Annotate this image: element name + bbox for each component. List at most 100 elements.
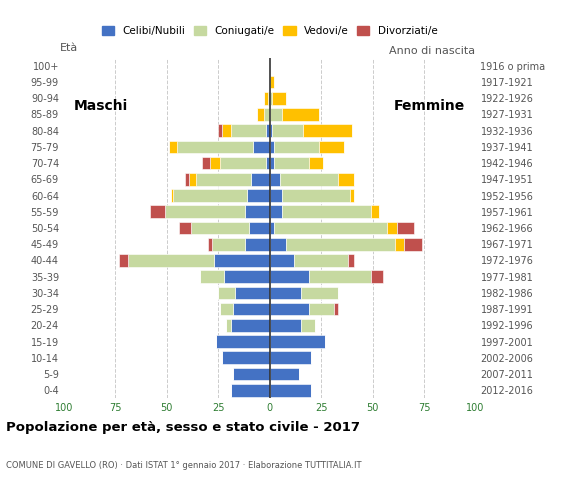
Bar [303, 124, 352, 137]
Bar [300, 319, 315, 332]
Bar [270, 141, 274, 153]
Bar [195, 173, 251, 186]
Bar [245, 205, 270, 218]
Bar [270, 189, 282, 202]
Text: Popolazione per età, sesso e stato civile - 2017: Popolazione per età, sesso e stato civil… [6, 421, 360, 434]
Bar [222, 351, 270, 364]
Bar [185, 173, 190, 186]
Bar [179, 222, 191, 234]
Bar [220, 157, 266, 169]
Bar [270, 157, 274, 169]
Bar [216, 335, 270, 348]
Bar [266, 124, 270, 137]
Bar [274, 222, 387, 234]
Bar [202, 157, 210, 169]
Bar [245, 238, 270, 251]
Bar [171, 189, 173, 202]
Bar [165, 205, 245, 218]
Bar [270, 205, 282, 218]
Bar [272, 92, 286, 105]
Bar [128, 254, 214, 267]
Bar [263, 108, 270, 121]
Bar [371, 205, 379, 218]
Bar [371, 270, 383, 283]
Bar [200, 270, 224, 283]
Text: Età: Età [60, 43, 78, 53]
Legend: Celibi/Nubili, Coniugati/e, Vedovi/e, Divorziati/e: Celibi/Nubili, Coniugati/e, Vedovi/e, Di… [97, 22, 442, 40]
Bar [387, 222, 397, 234]
Text: Anno di nascita: Anno di nascita [390, 46, 476, 56]
Bar [274, 157, 309, 169]
Text: Maschi: Maschi [74, 99, 128, 113]
Bar [270, 108, 282, 121]
Bar [270, 335, 325, 348]
Bar [263, 92, 267, 105]
Bar [218, 287, 235, 299]
Bar [226, 319, 231, 332]
Bar [338, 173, 354, 186]
Bar [235, 287, 270, 299]
Bar [231, 124, 266, 137]
Bar [224, 270, 270, 283]
Bar [218, 124, 222, 137]
Bar [270, 124, 272, 137]
Bar [251, 173, 270, 186]
Bar [270, 254, 295, 267]
Bar [258, 108, 263, 121]
Bar [350, 189, 354, 202]
Bar [150, 205, 165, 218]
Bar [309, 270, 371, 283]
Bar [169, 141, 177, 153]
Bar [214, 254, 270, 267]
Bar [270, 351, 311, 364]
Text: Femmine: Femmine [394, 99, 465, 113]
Bar [270, 287, 300, 299]
Bar [266, 157, 270, 169]
Bar [270, 303, 309, 315]
Bar [173, 189, 247, 202]
Bar [319, 141, 344, 153]
Bar [270, 238, 286, 251]
Bar [348, 254, 354, 267]
Bar [210, 157, 220, 169]
Bar [191, 222, 249, 234]
Bar [270, 222, 274, 234]
Bar [270, 319, 300, 332]
Bar [282, 108, 319, 121]
Bar [212, 238, 245, 251]
Bar [282, 205, 371, 218]
Bar [270, 384, 311, 396]
Bar [190, 173, 195, 186]
Bar [272, 124, 303, 137]
Bar [396, 238, 404, 251]
Bar [208, 238, 212, 251]
Bar [253, 141, 270, 153]
Bar [267, 92, 270, 105]
Bar [286, 238, 396, 251]
Bar [270, 368, 299, 380]
Bar [309, 303, 333, 315]
Bar [233, 368, 270, 380]
Bar [231, 319, 270, 332]
Bar [270, 92, 272, 105]
Text: COMUNE DI GAVELLO (RO) · Dati ISTAT 1° gennaio 2017 · Elaborazione TUTTITALIA.IT: COMUNE DI GAVELLO (RO) · Dati ISTAT 1° g… [6, 461, 361, 470]
Bar [231, 384, 270, 396]
Bar [309, 157, 323, 169]
Bar [334, 303, 338, 315]
Bar [233, 303, 270, 315]
Bar [249, 222, 270, 234]
Bar [397, 222, 414, 234]
Bar [274, 141, 319, 153]
Bar [270, 173, 280, 186]
Bar [282, 189, 350, 202]
Bar [300, 287, 338, 299]
Bar [280, 173, 338, 186]
Bar [247, 189, 270, 202]
Bar [119, 254, 128, 267]
Bar [270, 76, 274, 88]
Bar [222, 124, 231, 137]
Bar [177, 141, 253, 153]
Bar [295, 254, 348, 267]
Bar [404, 238, 422, 251]
Bar [220, 303, 233, 315]
